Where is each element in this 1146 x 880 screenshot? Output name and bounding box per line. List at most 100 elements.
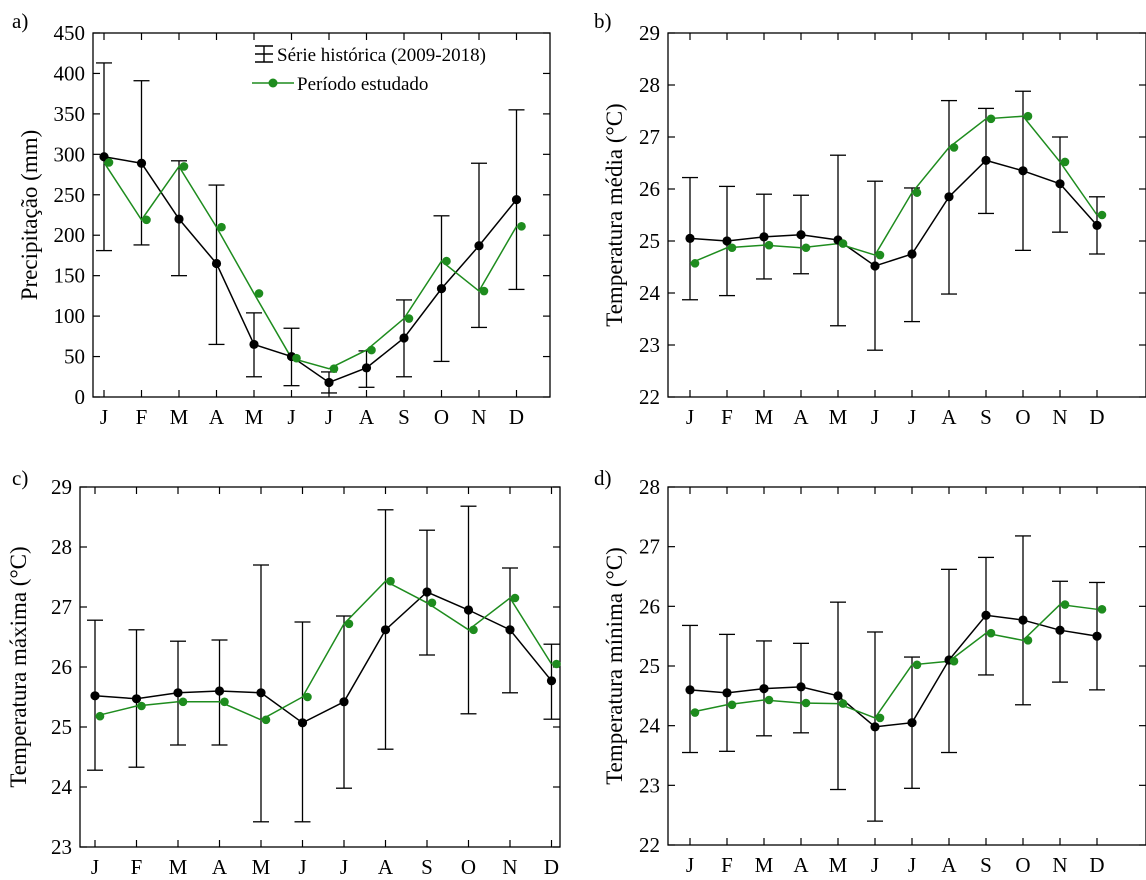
chart-4-studied-point: [801, 698, 811, 708]
chart-4-historical-point: [981, 610, 991, 620]
chart-1-ytick-label: 250: [54, 183, 86, 207]
chart-3-historical-point: [131, 694, 142, 704]
chart-1-ytick-label: 350: [54, 102, 86, 126]
chart-2-studied-point: [838, 239, 848, 248]
chart-2-studied-point: [1060, 157, 1070, 167]
chart-1-historical-point: [136, 158, 147, 168]
chart-2-historical-point: [907, 249, 917, 259]
chart-1-ytick-label: 200: [54, 223, 86, 247]
chart-2-historical-point: [722, 236, 732, 246]
chart-3-panel-label: c): [12, 466, 28, 490]
chart-4-historical-point: [1092, 631, 1102, 641]
chart-4-xtick-label: O: [1015, 853, 1030, 877]
chart-2-xtick-label: O: [1015, 405, 1030, 429]
chart-4-ytick-label: 22: [639, 833, 660, 857]
chart-4-xtick-label: J: [871, 853, 879, 877]
chart-2-frame: [667, 32, 1146, 398]
chart-1-xtick-label: J: [325, 405, 333, 429]
chart-3-xtick-label: N: [502, 855, 517, 879]
chart-3-ytick-label: 28: [51, 535, 72, 559]
chart-3-ylabel: Temperatura máxima (°C): [6, 546, 31, 787]
chart-2-ytick-label: 25: [639, 229, 660, 253]
chart-1-historical-line: [103, 156, 518, 384]
chart-4-xtick-label: F: [721, 853, 733, 877]
chart-3-studied-point: [261, 715, 271, 725]
chart-4-studied-point: [912, 660, 922, 670]
chart-1-studied-point: [517, 222, 526, 231]
chart-1-xtick-label: M: [170, 405, 189, 429]
chart-3-historical-point: [505, 625, 515, 635]
chart-1-xtick-label: N: [471, 405, 486, 429]
chart-1-ytick-label: 50: [64, 345, 85, 369]
chart-1-historical-point: [211, 258, 222, 269]
chart-4-studied-point: [727, 700, 737, 710]
chart-3-ytick-label: 27: [51, 595, 72, 619]
chart-1-studied-point: [329, 364, 339, 373]
chart-2-studied-point: [690, 259, 700, 268]
chart-1-ytick-label: 0: [75, 385, 86, 409]
chart-3-ytick-label: 25: [51, 715, 72, 739]
chart-1-xtick-label: J: [100, 405, 108, 429]
chart-4-historical-point: [870, 722, 880, 732]
chart-2-historical-point: [759, 232, 769, 242]
chart-4-studied-point: [1023, 636, 1033, 645]
chart-3-xtick-label: A: [212, 855, 228, 879]
chart-1-ytick-label: 450: [54, 21, 86, 45]
chart-1-xtick-label: J: [287, 405, 295, 429]
chart-3-historical-point: [90, 691, 100, 701]
chart-1-xtick-label: S: [398, 405, 410, 429]
chart-4-historical-point: [796, 682, 806, 692]
chart-1-historical-point: [511, 195, 522, 205]
chart-1-studied-point: [292, 353, 301, 363]
chart-4-studied-line: [689, 603, 1098, 719]
chart-4-studied-point: [949, 656, 959, 666]
chart-2-ytick-label: 26: [639, 177, 660, 201]
chart-1-studied-point: [179, 162, 189, 171]
chart-4-ytick-label: 25: [639, 654, 660, 678]
chart-4-xtick-label: J: [908, 853, 916, 877]
chart-1-studied-point: [404, 314, 414, 323]
chart-2-studied-point: [1097, 210, 1107, 220]
chart-1-studied-point: [142, 215, 151, 225]
chart-1-historical-point: [361, 363, 372, 373]
chart-3-historical-point: [463, 605, 474, 615]
chart-3-studied-point: [220, 697, 229, 707]
chart-1-studied-point: [104, 158, 114, 167]
chart-4-historical-point: [685, 685, 695, 695]
chart-1-historical-point: [436, 284, 447, 294]
chart-1-xtick-label: M: [245, 405, 264, 429]
chart-4-ytick-label: 27: [639, 535, 660, 559]
chart-3-ytick-label: 23: [51, 835, 72, 859]
chart-1-ytick-label: 400: [54, 61, 86, 85]
chart-2-studied-point: [986, 114, 996, 124]
chart-1-ytick-label: 300: [54, 142, 86, 166]
chart-4-xtick-label: N: [1052, 853, 1067, 877]
chart-2-xtick-label: J: [908, 405, 916, 429]
chart-3-studied-point: [469, 625, 478, 635]
chart-2-studied-point: [801, 243, 811, 253]
chart-4-xtick-label: J: [686, 853, 694, 877]
chart-3-studied-line: [94, 580, 553, 721]
chart-2-historical-line: [689, 159, 1098, 267]
chart-2-xtick-label: N: [1052, 405, 1067, 429]
chart-1-historical-point: [99, 152, 109, 162]
chart-2-studied-point: [1023, 111, 1033, 121]
chart-2-xtick-label: A: [793, 405, 809, 429]
chart-2-xtick-label: J: [871, 405, 879, 429]
chart-4-ylabel: Temperatura mínima (°C): [602, 547, 627, 785]
chart-3-historical-point: [256, 688, 266, 698]
chart-3-ytick-label: 29: [51, 475, 72, 499]
chart-1-historical-point: [249, 339, 259, 350]
chart-4-historical-point: [907, 718, 917, 728]
chart-3-studied-point: [178, 697, 188, 707]
chart-2-historical-point: [870, 261, 880, 271]
chart-1-studied-point: [442, 256, 451, 266]
chart-4-xtick-label: S: [980, 853, 992, 877]
chart-2-xtick-label: S: [980, 405, 992, 429]
chart-3-studied-point: [552, 659, 561, 669]
chart-4-historical-point: [1018, 615, 1028, 625]
chart-3-historical-point: [214, 686, 225, 696]
chart-1-historical-point: [399, 333, 409, 343]
chart-4-ytick-label: 26: [639, 594, 660, 618]
chart-1-xtick-label: D: [509, 405, 524, 429]
